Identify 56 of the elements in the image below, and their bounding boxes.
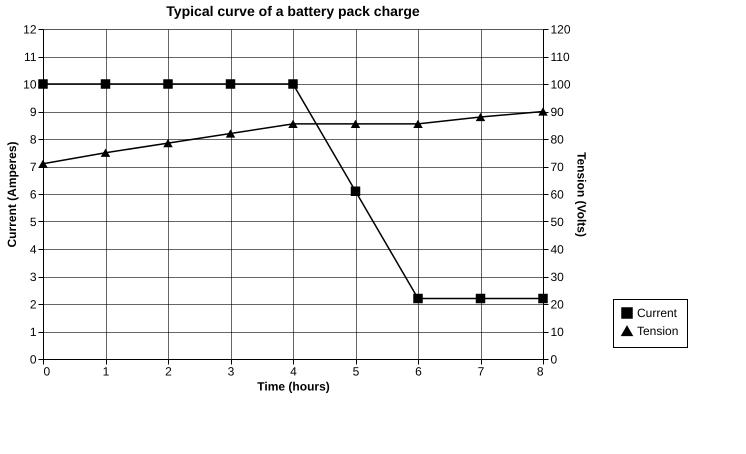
- y2-axis-title: Tension (Volts): [574, 152, 589, 237]
- point: [288, 120, 298, 128]
- point: [413, 294, 423, 304]
- point: [226, 79, 236, 89]
- y-tick-label: 1: [30, 325, 37, 339]
- x-tick-label: 5: [352, 364, 360, 378]
- y2-tick-label: 120: [550, 22, 571, 36]
- y-tick-label: 3: [30, 270, 37, 284]
- x-tick-label: 4: [290, 364, 298, 378]
- x-tick-label: 6: [415, 364, 422, 378]
- y2-tick-label: 110: [550, 50, 570, 64]
- point: [476, 112, 486, 122]
- y-tick-label: 12: [23, 22, 37, 36]
- point: [350, 186, 360, 196]
- y-tick-label: 6: [30, 188, 37, 202]
- y-tick-label: 9: [30, 105, 37, 119]
- point: [288, 79, 298, 89]
- x-axis-title: Time (hours): [257, 380, 330, 394]
- y2-tick-label: 50: [550, 215, 564, 229]
- point: [163, 139, 173, 148]
- y2-tick-label: 60: [550, 188, 564, 202]
- y-tick-label: 7: [30, 160, 37, 174]
- y-tick-label: 4: [30, 242, 37, 256]
- y2-tick-label: 40: [550, 242, 564, 256]
- point: [413, 120, 423, 128]
- x-tick-label: 2: [165, 364, 172, 378]
- y2-tick-label: 70: [550, 160, 564, 174]
- x-tick-label: 8: [536, 364, 544, 378]
- y-tick-label: 2: [30, 298, 37, 312]
- y2-tick-label: 100: [550, 78, 571, 92]
- y-tick-label: 0: [30, 352, 37, 366]
- y-tick-label: 8: [30, 132, 37, 146]
- y2-tick-label: 80: [550, 132, 564, 146]
- point: [226, 129, 236, 138]
- y2-tick-label: 0: [550, 352, 558, 366]
- x-tick-label: 7: [478, 364, 485, 378]
- y2-tick-label: 90: [550, 105, 564, 119]
- point: [163, 79, 173, 89]
- y2-tick-label: 10: [550, 325, 564, 339]
- point: [100, 148, 110, 157]
- x-tick-label: 0: [44, 364, 50, 378]
- y-tick-label: 5: [30, 215, 37, 229]
- legend-label: Tension: [637, 324, 678, 338]
- y-axis-title: Current (Amperes): [5, 141, 20, 248]
- y2-tick-label: 20: [550, 298, 564, 312]
- point: [350, 120, 360, 128]
- point: [476, 294, 486, 304]
- point: [38, 79, 48, 89]
- y-tick-label: 11: [24, 50, 37, 64]
- y2-tick-label: 30: [550, 270, 564, 284]
- chart-title: Typical curve of a battery pack charge: [166, 3, 420, 19]
- point: [100, 79, 110, 89]
- x-tick-label: 3: [228, 364, 235, 378]
- x-tick-label: 1: [102, 364, 110, 378]
- y-tick-label: 10: [23, 78, 37, 92]
- legend-label: Current: [637, 306, 678, 320]
